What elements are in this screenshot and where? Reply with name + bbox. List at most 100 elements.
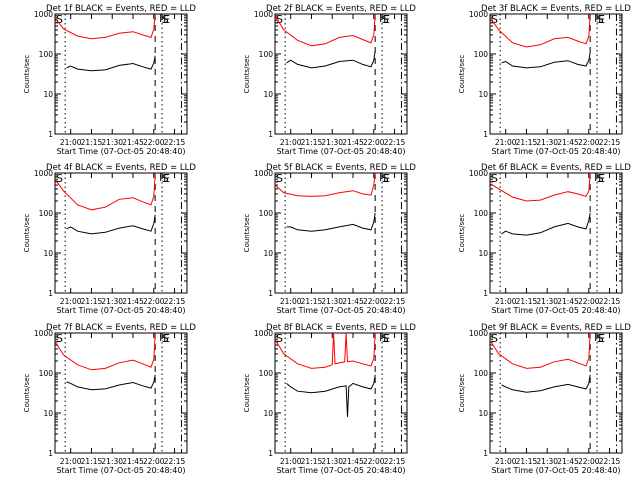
x-tick-label: 21:30 <box>101 457 123 466</box>
marker-label: E <box>383 13 390 26</box>
x-tick-label: 21:15 <box>516 297 538 306</box>
y-tick-label: 10 <box>263 409 273 418</box>
chart-title: Det 6f BLACK = Events, RED = LLD <box>481 163 631 173</box>
x-tick-label: 21:30 <box>536 457 558 466</box>
x-tick-label: 21:15 <box>301 297 323 306</box>
marker-label: E <box>598 13 605 26</box>
x-tick-label: 21:45 <box>342 138 364 147</box>
plot-frame <box>54 332 188 454</box>
y-tick-label: 1000 <box>34 169 53 178</box>
x-tick-label: 22:00 <box>143 457 165 466</box>
plot-frame <box>489 332 623 454</box>
chart-panel-6: Det 6f BLACK = Events, RED = LLD 1 10 100 10… <box>458 163 631 315</box>
chart-panel-4: Det 4f BLACK = Events, RED = LLD 1 10 100 10… <box>23 163 196 315</box>
x-tick-label: 21:30 <box>536 138 558 147</box>
marker-label: E <box>383 172 390 185</box>
chart-panel-5: Det 5f BLACK = Events, RED = LLD 1 10 100 10… <box>243 163 416 315</box>
x-tick-label: 21:00 <box>280 138 302 147</box>
marker-label: E <box>163 332 170 345</box>
series-events <box>501 374 591 393</box>
x-axis-label: Start Time (07-Oct-05 20:48:40) <box>491 466 620 475</box>
x-tick-label: 21:00 <box>60 138 82 147</box>
y-tick-label: 1 <box>48 449 53 458</box>
y-tick-label: 1000 <box>469 169 488 178</box>
series-lld <box>274 332 376 369</box>
x-axis-label: Start Time (07-Oct-05 20:48:40) <box>56 306 185 315</box>
series-lld <box>489 13 591 48</box>
y-tick-label: 100 <box>39 209 54 218</box>
x-axis-label: Start Time (07-Oct-05 20:48:40) <box>276 466 405 475</box>
x-tick-label: 21:15 <box>301 138 323 147</box>
marker-label: S <box>382 172 389 185</box>
series-events <box>286 374 376 417</box>
y-tick-label: 1 <box>483 130 488 139</box>
series-lld <box>54 172 156 211</box>
y-tick-label: 10 <box>478 249 488 258</box>
x-tick-label: 21:00 <box>60 297 82 306</box>
y-tick-label: 100 <box>259 50 274 59</box>
x-tick-label: 22:00 <box>363 138 385 147</box>
x-axis-label: Start Time (07-Oct-05 20:48:40) <box>56 466 185 475</box>
y-tick-label: 10 <box>43 249 53 258</box>
x-tick-label: 21:30 <box>321 457 343 466</box>
x-tick-label: 21:30 <box>321 138 343 147</box>
x-tick-label: 21:45 <box>557 297 579 306</box>
x-axis-label: Start Time (07-Oct-05 20:48:40) <box>276 306 405 315</box>
plot-frame <box>274 13 408 135</box>
y-tick-label: 1 <box>483 449 488 458</box>
series-events <box>66 55 156 72</box>
chart-title: Det 7f BLACK = Events, RED = LLD <box>46 323 196 333</box>
x-tick-label: 21:00 <box>495 457 517 466</box>
marker-label: S <box>162 13 169 26</box>
chart-panel-1: Det 1f BLACK = Events, RED = LLD 1 10 100 10… <box>23 4 196 156</box>
x-tick-label: 21:15 <box>81 297 103 306</box>
y-tick-label: 1 <box>268 289 273 298</box>
plot-frame <box>489 172 623 294</box>
series-lld <box>54 332 156 371</box>
x-tick-label: 21:45 <box>342 297 364 306</box>
marker-label: E <box>598 172 605 185</box>
x-tick-label: 21:00 <box>280 457 302 466</box>
y-tick-label: 1000 <box>34 329 53 338</box>
marker-label: S <box>56 332 63 345</box>
y-tick-label: 1000 <box>254 10 273 19</box>
y-tick-label: 1 <box>48 289 53 298</box>
plot-frame <box>274 332 408 454</box>
x-tick-label: 22:00 <box>578 457 600 466</box>
series-lld <box>489 332 591 369</box>
series-events <box>501 212 591 236</box>
y-axis-label: Counts/sec <box>23 55 31 94</box>
x-tick-label: 21:00 <box>495 297 517 306</box>
x-tick-label: 22:00 <box>143 138 165 147</box>
marker-label: S <box>276 172 283 185</box>
x-axis-label: Start Time (07-Oct-05 20:48:40) <box>276 147 405 156</box>
marker-label: S <box>162 172 169 185</box>
y-tick-label: 1000 <box>469 329 488 338</box>
y-tick-label: 100 <box>259 209 274 218</box>
x-tick-label: 22:15 <box>164 457 186 466</box>
marker-label: E <box>598 332 605 345</box>
chart-panel-7: Det 7f BLACK = Events, RED = LLD 1 10 100 10… <box>23 323 196 475</box>
marker-label: S <box>382 332 389 345</box>
y-axis-label: Counts/sec <box>23 214 31 253</box>
marker-label: S <box>276 13 283 26</box>
x-tick-label: 22:00 <box>578 297 600 306</box>
y-tick-label: 10 <box>478 409 488 418</box>
y-tick-label: 100 <box>259 369 274 378</box>
x-tick-label: 22:00 <box>363 457 385 466</box>
series-events <box>286 50 376 69</box>
y-tick-label: 1000 <box>254 169 273 178</box>
y-axis-label: Counts/sec <box>458 55 466 94</box>
marker-label: S <box>382 13 389 26</box>
y-tick-label: 100 <box>474 369 489 378</box>
x-tick-label: 21:45 <box>122 138 144 147</box>
y-tick-label: 1000 <box>34 10 53 19</box>
series-lld <box>489 172 591 202</box>
y-axis-label: Counts/sec <box>458 374 466 413</box>
marker-label: S <box>56 13 63 26</box>
y-tick-label: 1 <box>268 130 273 139</box>
marker-label: S <box>597 332 604 345</box>
y-axis-label: Counts/sec <box>243 374 251 413</box>
series-events <box>66 374 156 391</box>
y-tick-label: 1 <box>483 289 488 298</box>
